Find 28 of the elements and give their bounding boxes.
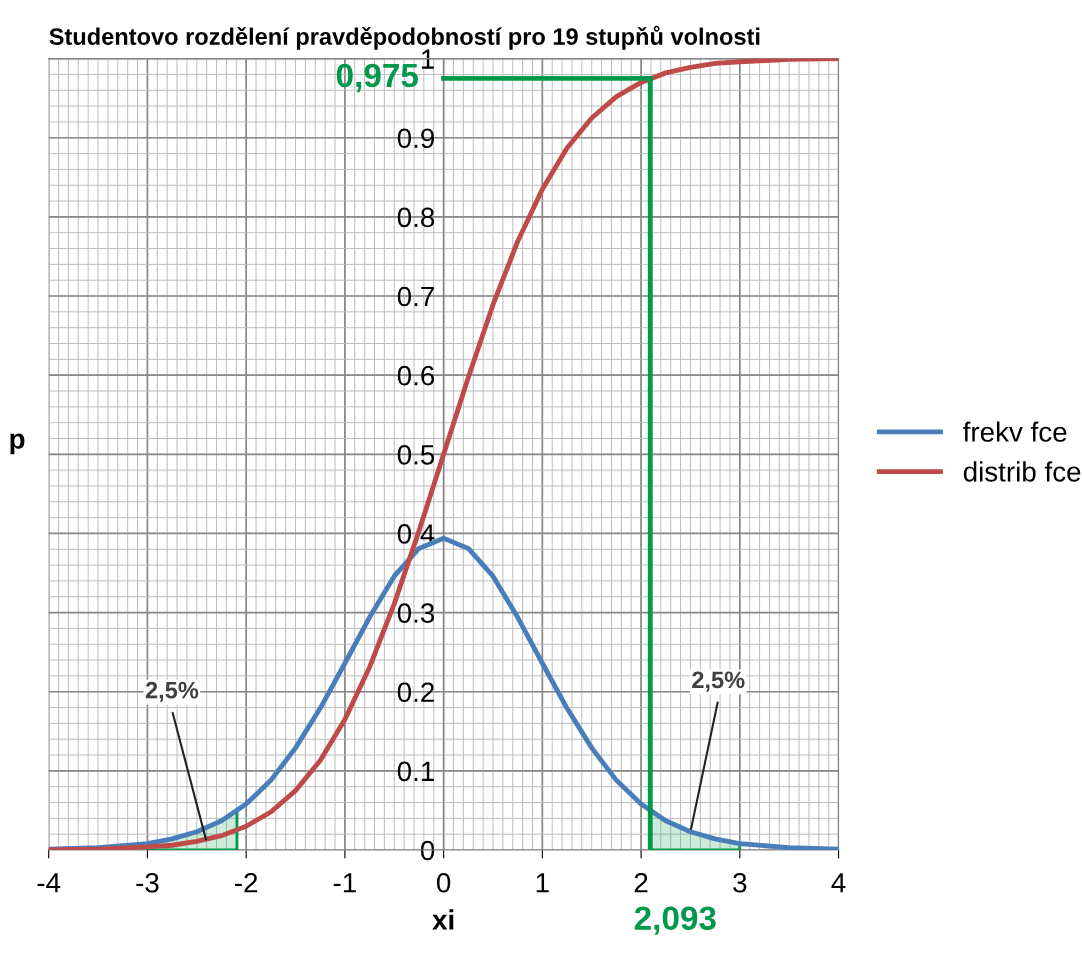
x-tick-label: -2 <box>235 872 258 893</box>
x-axis-title: xi <box>432 909 454 930</box>
y-tick-label: 0.7 <box>397 286 434 307</box>
y-tick-label: 0 <box>420 840 435 861</box>
y-tick-label: 0.9 <box>397 128 434 149</box>
ref-line-label: 0,975 <box>336 63 419 93</box>
y-tick-label: 1 <box>421 49 434 69</box>
chart-title: Studentovo rozdělení pravděpodobností pro 19 stupňů volnosti <box>49 25 760 50</box>
x-tick-label: 0 <box>436 872 451 893</box>
legend-label: distrib fce <box>963 461 1081 482</box>
y-axis-title: p <box>10 433 25 455</box>
y-tick-label: 0.6 <box>397 365 435 386</box>
x-tick-label: -3 <box>136 872 159 893</box>
x-tick-label: 2 <box>634 872 648 893</box>
y-tick-label: 0.2 <box>397 682 434 703</box>
y-tick-label: 0.1 <box>397 761 434 782</box>
y-tick-label: 0.5 <box>397 444 435 465</box>
ref-line-label: 2,093 <box>634 906 716 935</box>
y-tick-label: 0.8 <box>397 207 435 228</box>
y-tick-label: 0.3 <box>397 603 435 623</box>
legend-label: frekv fce <box>963 421 1067 442</box>
annotation: 2,5% <box>145 681 199 702</box>
x-tick-label: 3 <box>733 872 747 893</box>
x-tick-label: -1 <box>333 873 356 893</box>
x-tick-label: 4 <box>831 873 846 893</box>
x-tick-label: 1 <box>536 873 549 893</box>
annotation: 2,5% <box>692 671 745 692</box>
x-tick-label: -4 <box>37 873 61 893</box>
